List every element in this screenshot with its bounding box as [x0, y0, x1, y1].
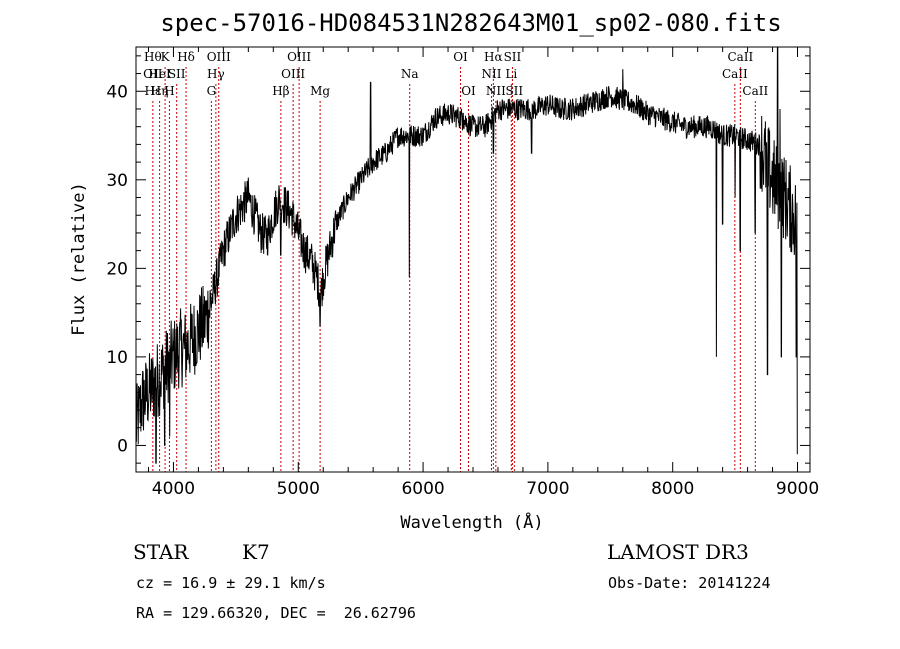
line-marker-label: Hη — [151, 84, 169, 98]
line-marker-label: Mg — [310, 84, 330, 98]
object-class: STAR — [133, 540, 189, 564]
line-marker-label: Hβ — [272, 84, 289, 98]
x-tick-label: 5000 — [277, 479, 320, 499]
spectrum-layer — [135, 46, 798, 464]
line-marker-label: Na — [401, 67, 419, 81]
line-marker-label: OI — [453, 50, 468, 64]
spectrum-series-line — [135, 46, 798, 464]
x-tick-label: 6000 — [401, 479, 444, 499]
plot-frame — [135, 46, 811, 473]
y-tick-label: 10 — [106, 348, 128, 368]
line-marker-label: OIII — [207, 50, 231, 64]
line-marker-label: OIII — [287, 50, 311, 64]
x-tick-label: 9000 — [776, 479, 819, 499]
line-marker-label: NII — [481, 67, 501, 81]
line-marker-label: HeI — [148, 67, 171, 81]
sky-coordinates: RA = 129.66320, DEC = 26.62796 — [136, 604, 416, 622]
line-marker-label: Hα — [484, 50, 503, 64]
line-marker-label: SII — [504, 50, 522, 64]
line-marker-label: H — [164, 84, 174, 98]
x-tick-label: 7000 — [526, 479, 569, 499]
survey-name: LAMOST DR3 — [607, 540, 749, 564]
line-marker-label: Hγ — [207, 67, 225, 81]
line-marker-label: SII — [168, 67, 186, 81]
line-marker-label: G — [207, 84, 217, 98]
line-marker-label: OIII — [281, 67, 305, 81]
chart-title: spec-57016-HD084531N282643M01_sp02-080.f… — [160, 9, 781, 37]
line-marker-label: Hε — [145, 84, 162, 98]
line-marker-label: CaII — [727, 50, 753, 64]
line-marker-label: Li — [505, 67, 517, 81]
y-tick-label: 0 — [117, 436, 128, 456]
line-marker-label: OI — [461, 84, 476, 98]
line-marker-label: Hδ — [177, 50, 195, 64]
line-marker-label: NII — [486, 84, 506, 98]
x-axis-label: Wavelength (Å) — [400, 511, 543, 533]
observation-date: Obs-Date: 20141224 — [608, 574, 771, 592]
y-tick-label: 20 — [106, 259, 128, 279]
x-tick-label: 4000 — [152, 479, 195, 499]
y-tick-label: 40 — [106, 82, 128, 102]
line-marker-label: K — [161, 50, 171, 64]
object-subclass: K7 — [242, 540, 270, 564]
line-marker-label: OII — [143, 67, 163, 81]
redshift-velocity: cz = 16.9 ± 29.1 km/s — [136, 574, 326, 592]
x-tick-label: 8000 — [651, 479, 694, 499]
line-marker-label: CaII — [722, 67, 748, 81]
line-marker-label: SII — [505, 84, 523, 98]
y-tick-label: 30 — [106, 171, 128, 191]
line-marker-label: Hθ — [144, 50, 162, 64]
y-axis-label: Flux (relative) — [69, 182, 89, 336]
axis-ticks: 4000 5000 6000 7000 8000 9000 0 10 20 30 40 — [106, 47, 819, 499]
line-marker-label: CaII — [742, 84, 768, 98]
